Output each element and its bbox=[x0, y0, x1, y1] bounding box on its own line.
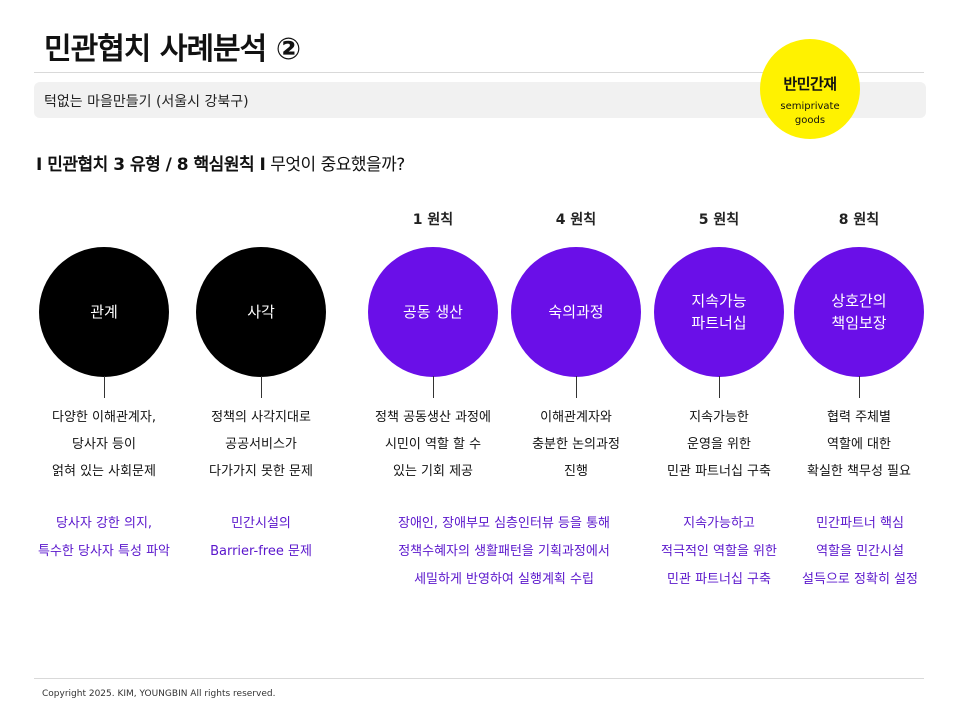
section-heading-prefix: I 민관협치 3 유형 / 8 핵심원칙 I bbox=[36, 155, 266, 175]
principle-label: 1 원칙 bbox=[412, 212, 454, 228]
semiprivate-goods-badge: 반민간재 semiprivate goods bbox=[760, 39, 860, 139]
subtitle-text: 턱없는 마을만들기 (서울시 강북구) bbox=[44, 94, 249, 110]
principle-label: 4 원칙 bbox=[555, 212, 597, 228]
copyright-footer: Copyright 2025. KIM, YOUNGBIN All rights… bbox=[42, 689, 276, 699]
circle-label: 공동 생산 bbox=[403, 303, 463, 321]
circle-deliberation: 숙의과정 bbox=[511, 247, 641, 377]
page-title: 민관협치 사례분석 ② bbox=[44, 32, 301, 67]
circle-label: 숙의과정 bbox=[548, 303, 604, 321]
column-description: 다양한 이해관계자, 당사자 등이 얽혀 있는 사회문제 bbox=[52, 410, 156, 479]
principle-label: 5 원칙 bbox=[698, 212, 740, 228]
badge-title: 반민간재 bbox=[783, 75, 837, 93]
circle-relation: 관계 bbox=[39, 247, 169, 377]
circle-co-production: 공동 생산 bbox=[368, 247, 498, 377]
circle-blind-spot: 사각 bbox=[196, 247, 326, 377]
footer-divider bbox=[34, 678, 924, 679]
connector-line bbox=[719, 376, 720, 398]
connector-line bbox=[859, 376, 860, 398]
note-accountability: 민간파트너 핵심 역할을 민간시설 설득으로 정확히 설정 bbox=[802, 516, 918, 587]
note-partnership: 지속가능하고 적극적인 역할을 위한 민관 파트너십 구축 bbox=[661, 516, 777, 587]
connector-line bbox=[261, 376, 262, 398]
title-divider bbox=[34, 72, 924, 73]
column-description: 이해관계자와 충분한 논의과정 진행 bbox=[532, 410, 620, 479]
section-heading-question: 무엇이 중요했을까? bbox=[265, 155, 405, 175]
column-description: 지속가능한 운영을 위한 민관 파트너십 구축 bbox=[667, 410, 771, 479]
circle-label: 사각 bbox=[247, 303, 275, 321]
note-blind-spot: 민간시설의 Barrier-free 문제 bbox=[210, 516, 312, 559]
column-description: 정책의 사각지대로 공공서비스가 다가가지 못한 문제 bbox=[209, 410, 313, 479]
connector-line bbox=[104, 376, 105, 398]
badge-subtitle: semiprivate goods bbox=[780, 101, 840, 126]
column-description: 협력 주체별 역할에 대한 확실한 책무성 필요 bbox=[807, 410, 911, 479]
circle-label: 상호간의 책임보장 bbox=[831, 292, 887, 332]
connector-line bbox=[433, 376, 434, 398]
section-heading: I 민관협치 3 유형 / 8 핵심원칙 I 무엇이 중요했을까? bbox=[36, 150, 405, 175]
circle-label: 지속가능 파트너십 bbox=[691, 292, 747, 332]
circle-mutual-accountability: 상호간의 책임보장 bbox=[794, 247, 924, 377]
note-relation: 당사자 강한 의지, 특수한 당사자 특성 파악 bbox=[38, 516, 170, 559]
connector-line bbox=[576, 376, 577, 398]
circle-sustainable-partnership: 지속가능 파트너십 bbox=[654, 247, 784, 377]
note-co-production: 장애인, 장애부모 심층인터뷰 등을 통해 정책수혜자의 생활패턴을 기획과정에… bbox=[397, 516, 611, 587]
principle-label: 8 원칙 bbox=[838, 212, 880, 228]
column-description: 정책 공동생산 과정에 시민이 역할 할 수 있는 기회 제공 bbox=[375, 410, 491, 479]
circle-label: 관계 bbox=[90, 303, 118, 321]
